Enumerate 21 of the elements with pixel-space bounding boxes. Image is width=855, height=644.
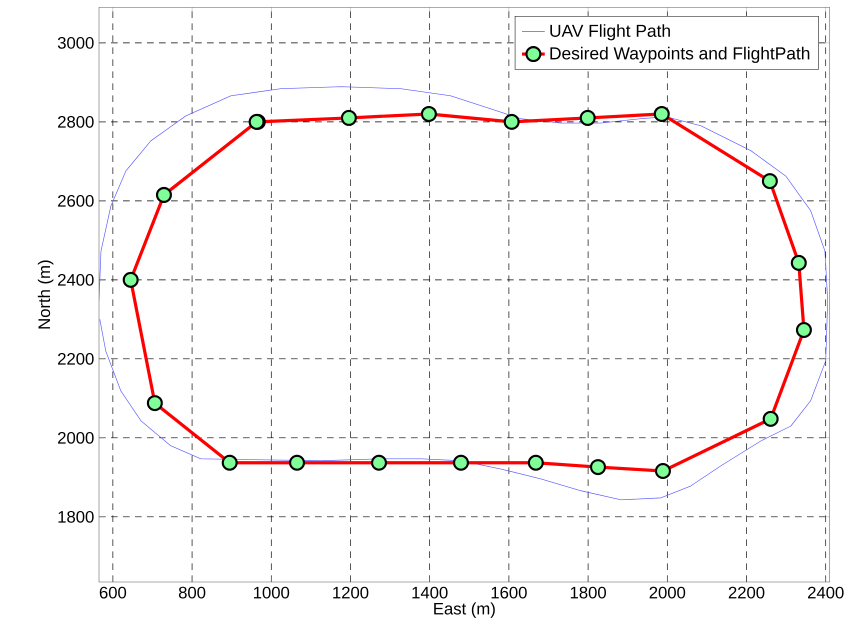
x-tick-label: 2000 [650, 586, 686, 599]
y-tick-label: 2000 [58, 432, 94, 444]
x-tick-label: 1200 [333, 586, 368, 599]
y-tick-label: 2600 [58, 194, 94, 207]
x-tick-label: 2400 [808, 586, 844, 599]
y-tick-label: 2400 [58, 274, 94, 286]
y-tick-label: 3000 [58, 36, 94, 49]
y-tick-label: 2800 [58, 116, 94, 128]
y-tick-label: 1800 [58, 510, 94, 523]
x-axis-title: East (m) [434, 602, 495, 618]
x-tick-label: 1400 [412, 586, 448, 599]
x-tick-label: 1800 [570, 586, 606, 599]
x-tick-label: 2200 [728, 586, 764, 599]
legend-label: UAV Flight Path [550, 24, 670, 40]
y-tick-label: 2200 [58, 352, 94, 365]
x-tick-label: 800 [178, 586, 206, 599]
y-axis-title: North (m) [38, 260, 54, 328]
legend-label: Desired Waypoints and FlightPath [550, 46, 810, 63]
x-tick-label: 1600 [492, 586, 527, 599]
x-tick-label: 600 [100, 586, 126, 599]
x-tick-label: 1000 [254, 586, 290, 599]
